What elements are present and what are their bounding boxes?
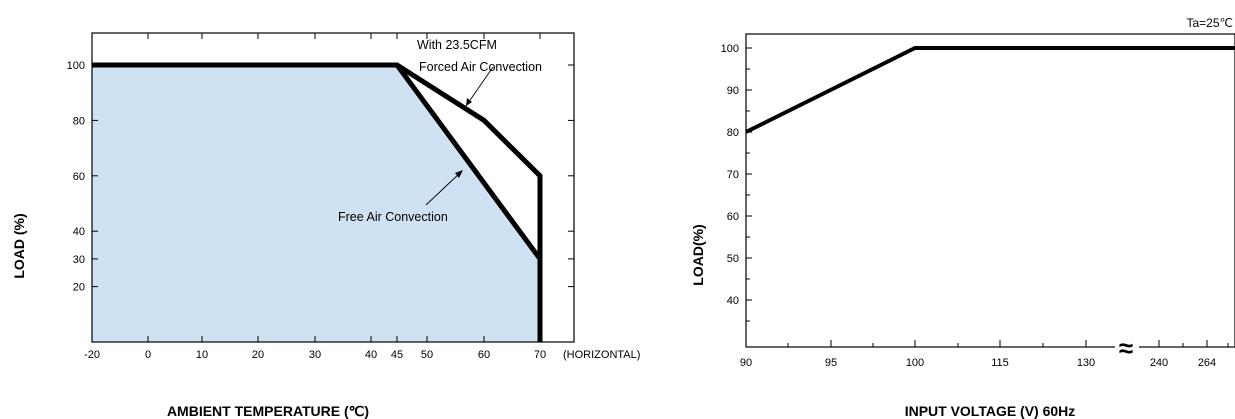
y-tick-label: 100 xyxy=(67,60,85,72)
free-air-series-line xyxy=(92,62,543,342)
right-x-axis-title: INPUT VOLTAGE (V) 60Hz xyxy=(905,403,1076,419)
x-tick-label: 90 xyxy=(740,357,752,369)
safe-operating-area xyxy=(92,65,540,342)
y-tick-label: 30 xyxy=(73,254,85,266)
x-tick-label: 264 xyxy=(1198,357,1216,369)
y-tick-label: 70 xyxy=(727,169,739,181)
right-y-axis-title: LOAD(%) xyxy=(690,224,706,285)
free-air-pointer xyxy=(425,171,462,206)
x-tick-label: 10 xyxy=(196,349,208,361)
y-tick-label: 80 xyxy=(727,127,739,139)
forced-air-pointer xyxy=(465,66,494,107)
x-tick-label: 100 xyxy=(906,357,924,369)
right-axis-ticks: 90 95 100 115 130 240 264 40 50 60 70 80 90 100 xyxy=(721,43,1229,369)
free-air-pointer-head xyxy=(455,170,463,178)
x-tick-label: 130 xyxy=(1077,357,1095,369)
y-tick-label: 80 xyxy=(73,115,85,127)
x-tick-label: 60 xyxy=(478,349,490,361)
y-tick-label: 90 xyxy=(727,85,739,97)
y-tick-label: 100 xyxy=(721,43,739,55)
x-tick-label: 30 xyxy=(309,349,321,361)
y-tick-label: 60 xyxy=(73,171,85,183)
left-x-axis-title: AMBIENT TEMPERATURE (℃) xyxy=(167,403,369,419)
forced-air-label-line2: Forced Air Convection xyxy=(419,60,542,74)
right-plot-frame xyxy=(745,33,1235,348)
temperature-derating-chart: -20 0 10 20 30 40 45 50 60 70 20 30 40 60 80 100 With 2… xyxy=(11,32,640,419)
x-tick-label: 20 xyxy=(252,349,264,361)
y-tick-label: 40 xyxy=(73,226,85,238)
x-tick-label: 0 xyxy=(145,349,151,361)
horizontal-label: (HORIZONTAL) xyxy=(563,349,640,361)
x-tick-label: -20 xyxy=(84,349,100,361)
x-tick-label: 70 xyxy=(534,349,546,361)
x-tick-label: 40 xyxy=(365,349,377,361)
x-tick-label: 45 xyxy=(391,349,403,361)
voltage-series-line xyxy=(745,46,1235,134)
x-tick-label: 50 xyxy=(421,349,433,361)
forced-air-pointer-head xyxy=(466,98,472,106)
y-tick-label: 20 xyxy=(73,282,85,294)
y-tick-label: 40 xyxy=(727,295,739,307)
forced-air-label-line1: With 23.5CFM xyxy=(417,38,497,52)
free-air-label: Free Air Convection xyxy=(338,210,448,224)
left-y-axis-title: LOAD (%) xyxy=(11,213,27,278)
y-tick-label: 60 xyxy=(727,211,739,223)
x-tick-label: 240 xyxy=(1150,357,1168,369)
axis-break-gap xyxy=(1115,333,1139,359)
input-voltage-derating-chart: 90 95 100 115 130 240 264 40 50 60 70 80 90 100 ≈ Ta=… xyxy=(690,16,1235,419)
y-tick-label: 50 xyxy=(727,253,739,265)
x-tick-label: 95 xyxy=(825,357,837,369)
ambient-condition-label: Ta=25℃ xyxy=(1186,16,1233,30)
axis-break-symbol: ≈ xyxy=(1119,333,1133,363)
left-axis-ticks: -20 0 10 20 30 40 45 50 60 70 20 30 40 60 80 100 xyxy=(67,33,574,361)
x-tick-label: 115 xyxy=(991,357,1009,369)
left-plot-frame xyxy=(91,32,575,343)
